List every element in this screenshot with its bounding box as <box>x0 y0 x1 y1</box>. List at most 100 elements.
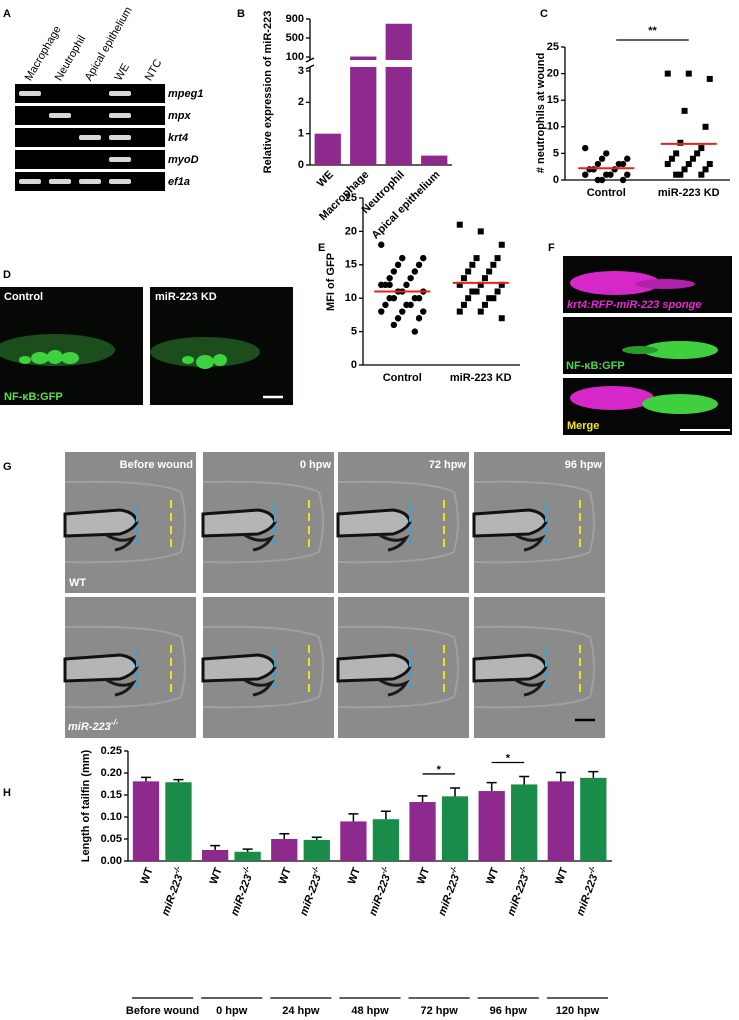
point <box>586 166 593 173</box>
point <box>456 281 463 288</box>
series-name-sup: -/- <box>240 864 251 874</box>
y-tick-label: 25 <box>345 192 357 204</box>
x-tick-label: miR-223 KD <box>450 372 512 384</box>
error-bar <box>348 813 359 822</box>
bar <box>547 781 574 861</box>
point <box>498 241 505 248</box>
point <box>603 171 610 178</box>
x-tick-label: Control <box>587 187 626 199</box>
point <box>681 107 688 114</box>
point <box>469 261 476 268</box>
series-name: WT <box>553 866 570 886</box>
point <box>498 281 505 288</box>
error-bar <box>519 775 530 785</box>
point <box>481 301 488 308</box>
point <box>403 301 410 309</box>
image-label: Control <box>4 291 43 303</box>
point <box>382 301 389 309</box>
panel-label: B <box>237 8 245 20</box>
error-bar <box>279 832 290 839</box>
bar <box>350 56 377 165</box>
y-axis-label: # neutrophils at wound <box>535 53 547 173</box>
y-tick-label: 10 <box>547 121 559 133</box>
point <box>611 166 618 173</box>
point <box>411 328 419 335</box>
y-tick-label: 0 <box>351 359 357 371</box>
x-tick-label: WT <box>138 866 155 886</box>
error-bar <box>380 810 391 820</box>
image-label: 0 hpw <box>300 459 332 471</box>
point <box>594 160 602 168</box>
error-bar <box>486 781 497 792</box>
y-tick-label: 0.25 <box>101 745 122 757</box>
bar <box>234 851 261 861</box>
point <box>673 171 680 178</box>
error-bar <box>450 787 461 797</box>
point <box>411 268 419 275</box>
image-label: NF-κB:GFP <box>566 360 625 372</box>
y-tick-label: 20 <box>547 68 559 80</box>
x-tick-label: miR-223 KD <box>658 187 720 199</box>
point <box>420 254 427 262</box>
y-tick-label: 5 <box>351 326 357 338</box>
point <box>706 75 713 82</box>
lane-label: NTC <box>143 57 165 83</box>
image-label: krt4:RFP-miR-223 sponge <box>567 299 701 311</box>
x-tick-label: WT <box>484 866 501 886</box>
bar <box>580 777 607 861</box>
point <box>378 241 385 248</box>
point <box>407 274 414 282</box>
y-tick-label: 0.05 <box>101 833 122 845</box>
series-name: WT <box>208 866 225 886</box>
x-tick-label: miR-223-/- <box>571 864 603 917</box>
x-tick-label: miR-223-/- <box>226 864 258 917</box>
error-bar <box>588 770 599 778</box>
x-tick-label: miR-223-/- <box>364 864 396 917</box>
image-label: 72 hpw <box>429 459 467 471</box>
point <box>465 268 472 275</box>
chart: Relative expression of miR-223 0 1 2 3 100 500… <box>262 11 452 242</box>
y-tick-label: 10 <box>345 292 357 304</box>
panel-label: H <box>3 787 11 799</box>
point <box>624 155 631 162</box>
bar <box>340 821 367 861</box>
point <box>668 155 675 162</box>
x-tick-label: WE <box>315 169 336 190</box>
point <box>615 160 623 168</box>
point <box>415 261 423 268</box>
bar <box>165 782 192 861</box>
image-label: Before wound <box>120 459 193 471</box>
gene-label: ef1a <box>168 176 190 188</box>
x-tick-label: Apical epithelium <box>370 169 443 242</box>
y-tick-label: 25 <box>547 41 559 53</box>
point <box>681 166 688 173</box>
y-tick-label: 15 <box>345 259 357 271</box>
point <box>456 308 463 315</box>
x-tick-label: miR-223-/- <box>433 864 465 917</box>
series-name: miR-223 <box>505 873 531 917</box>
bar <box>314 133 341 165</box>
x-tick-label: WT <box>277 866 294 886</box>
image-label: miR-223-/- <box>68 718 119 733</box>
series-name: WT <box>346 866 363 886</box>
point <box>619 176 627 184</box>
axis-break-mark <box>305 57 315 70</box>
bar <box>441 796 469 861</box>
x-tick-label: miR-223-/- <box>502 864 534 917</box>
point <box>698 171 705 178</box>
bar <box>201 850 229 861</box>
point <box>403 281 410 289</box>
point <box>490 261 497 268</box>
y-tick-label: 0.20 <box>101 767 122 779</box>
panel-label: D <box>3 269 11 281</box>
axis-break <box>302 60 452 67</box>
point <box>473 255 480 262</box>
series-name-sup: -/- <box>448 864 459 874</box>
chart: # neutrophils at wound 0 5 10 15 20 25 Control m… <box>535 25 730 199</box>
group-label: 72 hpw <box>420 1005 458 1017</box>
x-tick-label: miR-223-/- <box>156 864 188 917</box>
point <box>420 308 427 315</box>
series-name-sup: -/- <box>378 864 389 874</box>
point <box>698 145 705 152</box>
point <box>677 139 684 146</box>
